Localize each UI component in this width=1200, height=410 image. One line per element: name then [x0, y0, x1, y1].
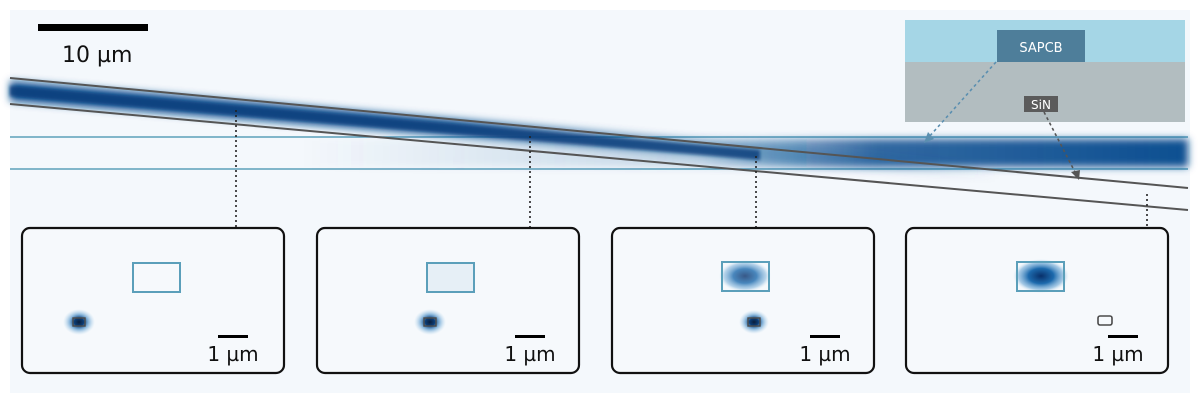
scale-bar	[38, 24, 148, 31]
sapcb-mode-spot	[719, 260, 771, 292]
sapcb-core-outline	[132, 262, 181, 293]
sin-taper-top-edge	[9, 77, 1189, 189]
sin-taper-bottom-edge	[9, 103, 1189, 211]
mode-panel-3: 1 µm	[610, 226, 876, 375]
sin-mode-spot	[739, 310, 769, 334]
sapcb-mode-spot	[1013, 259, 1069, 293]
panel-scale-bar	[1108, 335, 1138, 338]
sin-core-outline	[1097, 315, 1113, 326]
panel-scale-label: 1 µm	[1092, 342, 1143, 366]
mode-panel-frame	[904, 226, 1170, 375]
mode-panel-frame	[315, 226, 581, 375]
mode-panel-frame	[610, 226, 876, 375]
panel-scale-label: 1 µm	[207, 342, 258, 366]
sapcb-pointer-line	[927, 61, 997, 139]
sin-core-block	[1024, 96, 1058, 112]
sin-label: SiN	[1031, 98, 1051, 112]
panel-scale-label: 1 µm	[504, 342, 555, 366]
sapcb-pointer-arrowhead	[924, 132, 934, 143]
panel-scale-bar	[810, 335, 840, 338]
sin-core-outline	[423, 317, 437, 327]
mode-panel-2: 1 µm	[315, 226, 581, 375]
sin-core-outline	[747, 317, 761, 327]
panel-scale-bar	[218, 335, 248, 338]
sapcb-core-outline	[721, 261, 770, 292]
mode-panel-4: 1 µm	[904, 226, 1170, 375]
sin-mode-core	[10, 86, 760, 160]
sin-mode-spot	[63, 309, 95, 335]
scale-bar-label: 10 µm	[62, 43, 132, 68]
sapcb-core-block	[997, 30, 1085, 62]
sapcb-core-outline	[426, 262, 475, 293]
sin-core-outline	[72, 317, 86, 327]
sapcb-label: SAPCB	[1019, 41, 1062, 56]
panel-scale-bar	[515, 335, 545, 338]
panel-scale-label: 1 µm	[799, 342, 850, 366]
mode-panel-1: 1 µm	[20, 226, 286, 375]
cross-section-inset: SAPCB SiN	[905, 20, 1185, 122]
sin-mode-spot	[414, 309, 446, 335]
sapcb-core-outline	[1016, 261, 1065, 292]
sin-pointer-arrowhead	[1071, 170, 1080, 180]
